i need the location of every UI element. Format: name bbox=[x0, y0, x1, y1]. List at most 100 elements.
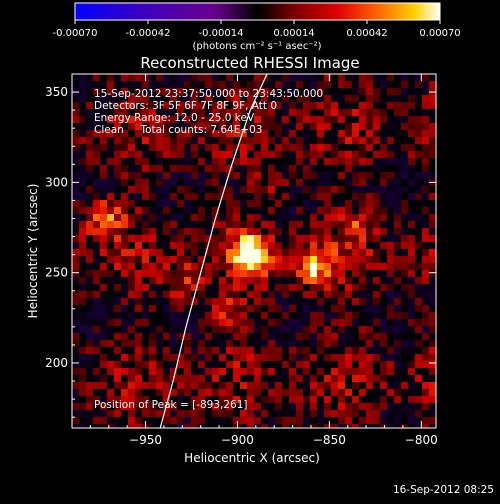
heatmap-cell bbox=[359, 165, 367, 173]
heatmap-cell bbox=[317, 158, 325, 166]
heatmap-cell bbox=[135, 249, 143, 257]
heatmap-cell bbox=[212, 263, 220, 271]
heatmap-cell bbox=[338, 298, 346, 306]
heatmap-cell bbox=[359, 207, 367, 215]
heatmap-cell bbox=[359, 158, 367, 166]
heatmap-cell bbox=[184, 165, 192, 173]
heatmap-cell bbox=[338, 291, 346, 299]
heatmap-cell bbox=[184, 235, 192, 243]
heatmap-cell bbox=[72, 298, 80, 306]
heatmap-cell bbox=[324, 424, 332, 428]
heatmap-cell bbox=[401, 340, 409, 348]
heatmap-cell bbox=[261, 235, 269, 243]
heatmap-cell bbox=[93, 403, 101, 411]
heatmap-cell bbox=[79, 389, 87, 397]
heatmap-cell bbox=[289, 298, 297, 306]
heatmap-cell bbox=[114, 298, 122, 306]
heatmap-cell bbox=[107, 123, 115, 131]
heatmap-cell bbox=[387, 207, 395, 215]
heatmap-cell bbox=[387, 263, 395, 271]
heatmap-cell bbox=[114, 368, 122, 376]
heatmap-cell bbox=[233, 270, 241, 278]
heatmap-cell bbox=[345, 277, 353, 285]
heatmap-cell bbox=[184, 284, 192, 292]
heatmap-cell bbox=[177, 375, 185, 383]
heatmap-cell bbox=[317, 193, 325, 201]
heatmap-cell bbox=[177, 305, 185, 313]
heatmap-cell bbox=[254, 88, 262, 96]
heatmap-cell bbox=[135, 193, 143, 201]
heatmap-cell bbox=[408, 403, 416, 411]
heatmap-cell bbox=[156, 277, 164, 285]
heatmap-cell bbox=[79, 424, 87, 428]
heatmap-cell bbox=[156, 424, 164, 428]
heatmap-cell bbox=[408, 249, 416, 257]
heatmap-cell bbox=[93, 424, 101, 428]
heatmap-cell bbox=[282, 291, 290, 299]
heatmap-cell bbox=[107, 144, 115, 152]
heatmap-cell bbox=[191, 109, 199, 117]
heatmap-cell bbox=[387, 389, 395, 397]
heatmap-cell bbox=[121, 417, 129, 425]
heatmap-cell bbox=[415, 368, 423, 376]
heatmap-cell bbox=[219, 221, 227, 229]
heatmap-cell bbox=[177, 256, 185, 264]
heatmap-cell bbox=[275, 319, 283, 327]
heatmap-cell bbox=[324, 249, 332, 257]
heatmap-cell bbox=[254, 396, 262, 404]
heatmap-cell bbox=[261, 424, 269, 428]
heatmap-cell bbox=[86, 235, 94, 243]
heatmap-cell bbox=[415, 172, 423, 180]
heatmap-cell bbox=[226, 95, 234, 103]
heatmap-cell bbox=[331, 137, 339, 145]
heatmap-cell bbox=[156, 361, 164, 369]
heatmap-cell bbox=[352, 81, 360, 89]
heatmap-cell bbox=[184, 319, 192, 327]
heatmap-cell bbox=[128, 424, 136, 428]
heatmap-cell bbox=[373, 207, 381, 215]
heatmap-cell bbox=[205, 165, 213, 173]
heatmap-cell bbox=[156, 214, 164, 222]
heatmap-cell bbox=[240, 116, 248, 124]
heatmap-cell bbox=[205, 312, 213, 320]
heatmap-cell bbox=[177, 116, 185, 124]
heatmap-cell bbox=[135, 158, 143, 166]
heatmap-cell bbox=[93, 137, 101, 145]
heatmap-cell bbox=[170, 256, 178, 264]
heatmap-cell bbox=[93, 319, 101, 327]
heatmap-cell bbox=[135, 375, 143, 383]
heatmap-cell bbox=[149, 81, 157, 89]
heatmap-cell bbox=[282, 375, 290, 383]
heatmap-cell bbox=[254, 340, 262, 348]
heatmap-cell bbox=[142, 193, 150, 201]
heatmap-cell bbox=[191, 172, 199, 180]
heatmap-cell bbox=[380, 396, 388, 404]
heatmap-cell bbox=[247, 151, 255, 159]
heatmap-cell bbox=[352, 284, 360, 292]
heatmap-cell bbox=[317, 284, 325, 292]
heatmap-cell bbox=[93, 333, 101, 341]
heatmap-cell bbox=[100, 333, 108, 341]
heatmap-cell bbox=[317, 95, 325, 103]
heatmap-cell bbox=[338, 249, 346, 257]
heatmap-cell bbox=[373, 263, 381, 271]
heatmap-cell bbox=[422, 249, 430, 257]
heatmap-cell bbox=[303, 165, 311, 173]
heatmap-cell bbox=[240, 277, 248, 285]
heatmap-cell bbox=[296, 424, 304, 428]
heatmap-cell bbox=[317, 326, 325, 334]
heatmap-cell bbox=[380, 389, 388, 397]
heatmap-cell bbox=[366, 375, 374, 383]
heatmap-cell bbox=[373, 256, 381, 264]
heatmap-cell bbox=[408, 291, 416, 299]
heatmap-cell bbox=[156, 242, 164, 250]
heatmap-cell bbox=[429, 347, 436, 355]
heatmap-cell bbox=[289, 347, 297, 355]
heatmap-cell bbox=[303, 298, 311, 306]
heatmap-cell bbox=[331, 389, 339, 397]
heatmap-cell bbox=[128, 88, 136, 96]
heatmap-cell bbox=[177, 193, 185, 201]
heatmap-cell bbox=[422, 144, 430, 152]
heatmap-cell bbox=[422, 95, 430, 103]
heatmap-cell bbox=[303, 361, 311, 369]
